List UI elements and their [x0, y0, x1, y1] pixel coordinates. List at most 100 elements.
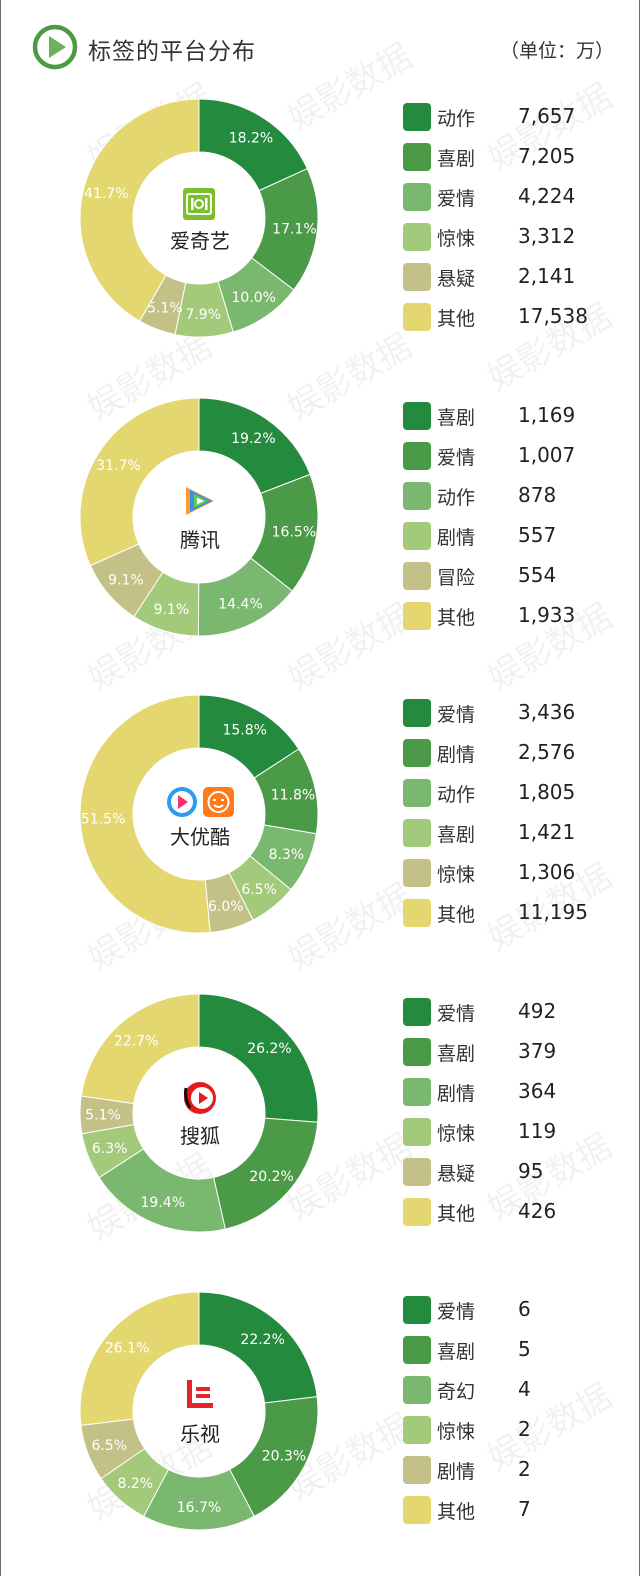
page-title: 标签的平台分布	[88, 39, 256, 65]
legend-value: 2,576	[518, 740, 576, 764]
legend-value: 3,436	[518, 700, 576, 724]
donut-slice-其他	[79, 397, 200, 567]
legend-swatch	[403, 1198, 431, 1226]
platform-name: 大优酷	[170, 825, 230, 849]
legend-item: 剧情 2,576	[403, 739, 633, 769]
slice-percent-label: 6.0%	[208, 899, 244, 915]
donut-slice-其他	[79, 1291, 200, 1426]
legend-item: 剧情 557	[403, 522, 633, 552]
donut-chart: 18.2% 17.1% 10.0% 7.9%5.1% 41.7%	[79, 98, 319, 338]
legend-item: 剧情 2	[403, 1456, 633, 1486]
legend-value: 17,538	[518, 304, 588, 328]
legend-value: 492	[518, 999, 557, 1023]
legend-label: 奇幻	[437, 1381, 476, 1403]
slice-percent-label: 6.5%	[241, 882, 277, 898]
slice-percent-label: 19.4%	[141, 1195, 185, 1211]
chart-panel-iqiyi: 18.2% 17.1% 10.0% 7.9% 5.1% 41.7% 爱奇艺 动作 7,657…	[0, 97, 640, 377]
slice-percent-label: 31.7%	[96, 458, 140, 474]
platform-name: 乐视	[180, 1422, 220, 1446]
legend-item: 动作 1,805	[403, 779, 633, 809]
legend-item: 其他 11,195	[403, 899, 633, 929]
legend-label: 喜剧	[437, 148, 476, 170]
legend-swatch	[403, 819, 431, 847]
slice-percent-label: 19.2%	[231, 431, 275, 447]
slice-percent-label: 15.8%	[222, 723, 266, 739]
legend-value: 1,169	[518, 403, 576, 427]
legend-item: 惊悚 119	[403, 1118, 633, 1148]
legend-swatch	[403, 562, 431, 590]
legend-swatch	[403, 1158, 431, 1186]
legend-item: 爱情 1,007	[403, 442, 633, 472]
legend-item: 喜剧 5	[403, 1336, 633, 1366]
slice-percent-label: 8.2%	[118, 1476, 154, 1492]
legend-swatch	[403, 998, 431, 1026]
legend-label: 喜剧	[437, 1043, 476, 1065]
play-icon	[32, 24, 78, 70]
header: 标签的平台分布 （单位：万）	[0, 0, 640, 90]
slice-percent-label: 11.8%	[271, 787, 315, 803]
legend-value: 1,805	[518, 780, 576, 804]
legend-item: 奇幻 4	[403, 1376, 633, 1406]
legend-swatch	[403, 1416, 431, 1444]
legend-item: 悬疑 95	[403, 1158, 633, 1188]
tencent-video-logo-icon	[182, 484, 218, 518]
legend-value: 2	[518, 1457, 531, 1481]
legend-swatch	[403, 1078, 431, 1106]
donut-chart: 15.8% 11.8% 8.3% 6.5%6.0% 51.5%	[79, 694, 319, 934]
youku-tudou-logo-icon	[165, 785, 237, 819]
slice-percent-label: 5.1%	[85, 1108, 121, 1124]
legend-value: 7	[518, 1497, 531, 1521]
legend-value: 1,933	[518, 603, 576, 627]
legend-label: 喜剧	[437, 407, 476, 429]
chart-panel-tencent: 19.2% 16.5% 14.4% 9.1% 9.1% 31.7% 腾讯 喜剧 1,169 爱…	[0, 396, 640, 676]
slice-percent-label: 22.2%	[240, 1332, 284, 1348]
legend-swatch	[403, 1456, 431, 1484]
legend-value: 1,306	[518, 860, 576, 884]
legend-label: 喜剧	[437, 824, 476, 846]
slice-percent-label: 20.2%	[249, 1169, 293, 1185]
slice-percent-label: 16.7%	[177, 1500, 221, 1516]
legend-item: 爱情 6	[403, 1296, 633, 1326]
slice-percent-label: 41.7%	[84, 186, 128, 202]
legend-value: 4,224	[518, 184, 576, 208]
legend-label: 喜剧	[437, 1341, 476, 1363]
slice-percent-label: 5.1%	[147, 301, 183, 317]
legend-label: 动作	[437, 487, 476, 509]
legend-swatch	[403, 1496, 431, 1524]
legend-value: 119	[518, 1119, 557, 1143]
legend-swatch	[403, 1376, 431, 1404]
slice-percent-label: 26.1%	[105, 1340, 149, 1356]
legend-label: 惊悚	[437, 228, 476, 250]
slice-percent-label: 22.7%	[114, 1033, 158, 1049]
legend-item: 悬疑 2,141	[403, 263, 633, 293]
legend-swatch	[403, 859, 431, 887]
slice-percent-label: 9.1%	[108, 572, 144, 588]
legend-label: 剧情	[437, 744, 476, 766]
legend-swatch	[403, 1038, 431, 1066]
legend-value: 2,141	[518, 264, 576, 288]
letv-logo-icon	[184, 1378, 216, 1412]
legend-label: 其他	[437, 1203, 476, 1225]
slice-percent-label: 18.2%	[229, 130, 273, 146]
legend-value: 4	[518, 1377, 531, 1401]
slice-percent-label: 17.1%	[272, 222, 316, 238]
legend-swatch	[403, 1336, 431, 1364]
legend-swatch	[403, 739, 431, 767]
legend-item: 其他 17,538	[403, 303, 633, 333]
legend-swatch	[403, 223, 431, 251]
platform-name: 爱奇艺	[170, 229, 230, 253]
legend-item: 惊悚 2	[403, 1416, 633, 1446]
legend-swatch	[403, 1118, 431, 1146]
legend-swatch	[403, 402, 431, 430]
donut-chart: 26.2% 20.2% 19.4% 6.3% 5.1% 22.7%	[79, 993, 319, 1233]
platform-name: 搜狐	[180, 1124, 220, 1148]
legend-value: 2	[518, 1417, 531, 1441]
donut-slice-其他	[80, 993, 200, 1105]
donut-slice-其他	[79, 98, 200, 322]
legend-label: 冒险	[437, 567, 476, 589]
legend-label: 剧情	[437, 527, 476, 549]
legend-value: 554	[518, 563, 557, 587]
legend-item: 动作 878	[403, 482, 633, 512]
legend-item: 喜剧 7,205	[403, 143, 633, 173]
legend-label: 其他	[437, 308, 476, 330]
